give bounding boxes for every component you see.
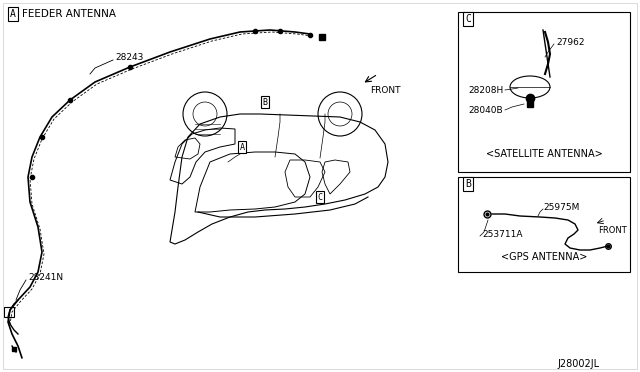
Text: 253711A: 253711A [482,230,522,238]
Text: B: B [465,179,471,189]
Text: 28208H: 28208H [468,86,503,94]
Text: FRONT: FRONT [370,86,401,94]
Text: B: B [262,97,268,106]
Text: A: A [10,9,16,19]
Text: A: A [239,142,244,151]
Text: J28002JL: J28002JL [558,359,600,369]
Text: 27962: 27962 [556,38,584,46]
Text: 28040B: 28040B [468,106,502,115]
Text: FRONT: FRONT [598,225,627,234]
Text: 28243: 28243 [115,52,143,61]
Text: FEEDER ANTENNA: FEEDER ANTENNA [22,9,116,19]
Text: <GPS ANTENNA>: <GPS ANTENNA> [501,252,587,262]
Text: C: C [465,14,471,24]
Text: 28241N: 28241N [28,273,63,282]
Text: <SATELLITE ANTENNA>: <SATELLITE ANTENNA> [486,149,602,159]
Text: 25975M: 25975M [543,202,579,212]
Text: C: C [317,192,323,202]
